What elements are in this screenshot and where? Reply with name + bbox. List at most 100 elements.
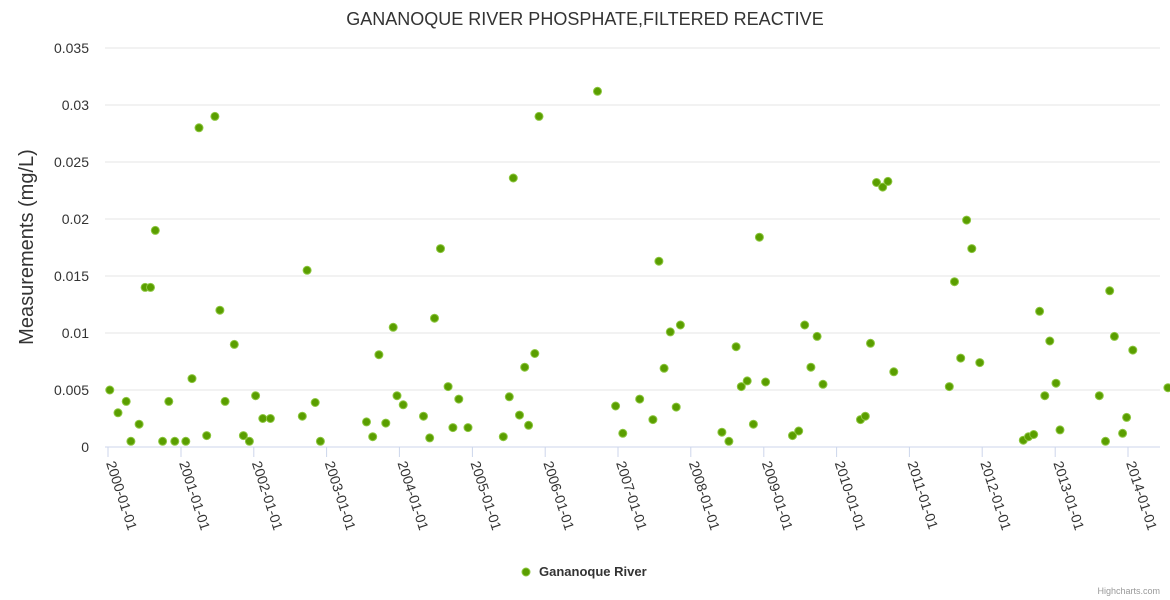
data-point[interactable] (1094, 391, 1104, 401)
data-point[interactable] (1029, 430, 1039, 439)
data-point[interactable] (315, 436, 325, 446)
data-point[interactable] (1051, 378, 1061, 388)
data-point[interactable] (498, 432, 508, 442)
data-point[interactable] (1101, 436, 1110, 446)
data-point[interactable] (754, 232, 764, 242)
data-point[interactable] (665, 327, 675, 337)
data-point[interactable] (362, 417, 371, 427)
data-point[interactable] (238, 431, 248, 441)
data-point[interactable] (761, 377, 771, 387)
credits-link[interactable]: Highcharts.com (1097, 586, 1160, 596)
data-point[interactable] (748, 419, 758, 429)
data-point[interactable] (443, 382, 453, 392)
data-point[interactable] (806, 362, 816, 372)
data-point[interactable] (611, 401, 621, 411)
data-point[interactable] (187, 374, 197, 384)
data-point[interactable] (950, 277, 959, 287)
data-point[interactable] (530, 349, 540, 358)
data-point[interactable] (818, 379, 828, 389)
data-point[interactable] (731, 342, 741, 352)
data-point[interactable] (113, 408, 123, 418)
data-point[interactable] (794, 426, 804, 436)
data-point[interactable] (164, 396, 174, 406)
data-point[interactable] (1128, 345, 1138, 355)
data-point[interactable] (251, 391, 261, 401)
data-point[interactable] (671, 402, 681, 412)
data-point[interactable] (297, 411, 307, 421)
data-point[interactable] (724, 436, 734, 446)
data-point[interactable] (508, 173, 518, 183)
data-point[interactable] (229, 339, 239, 349)
data-point[interactable] (448, 423, 458, 433)
data-point[interactable] (1109, 331, 1119, 341)
data-point[interactable] (878, 182, 888, 192)
data-point[interactable] (812, 331, 822, 341)
data-point[interactable] (975, 358, 985, 368)
data-point[interactable] (534, 111, 544, 121)
data-point[interactable] (1122, 412, 1132, 422)
data-point[interactable] (310, 398, 320, 407)
data-point[interactable] (1105, 286, 1115, 296)
data-point[interactable] (659, 363, 669, 373)
data-point[interactable] (962, 215, 972, 225)
data-point[interactable] (244, 436, 254, 446)
data-point[interactable] (654, 256, 664, 266)
data-point[interactable] (593, 86, 602, 96)
data-point[interactable] (215, 305, 225, 315)
data-point[interactable] (392, 391, 402, 401)
data-point[interactable] (944, 382, 954, 392)
data-point[interactable] (956, 353, 966, 363)
data-point[interactable] (430, 313, 439, 323)
data-point[interactable] (150, 225, 160, 235)
data-point[interactable] (258, 414, 268, 423)
data-point[interactable] (105, 385, 115, 395)
data-point[interactable] (1035, 306, 1045, 316)
data-point[interactable] (889, 367, 899, 377)
data-point[interactable] (618, 428, 628, 438)
data-point[interactable] (1055, 425, 1065, 435)
data-point[interactable] (520, 362, 530, 372)
data-point[interactable] (515, 410, 524, 420)
data-point[interactable] (504, 392, 514, 402)
data-point[interactable] (194, 123, 204, 133)
data-point[interactable] (717, 427, 727, 437)
data-point[interactable] (181, 436, 191, 446)
data-point[interactable] (158, 436, 168, 446)
data-point[interactable] (220, 396, 230, 406)
data-point[interactable] (126, 436, 136, 446)
legend[interactable]: Gananoque River (521, 564, 647, 579)
data-point[interactable] (1040, 391, 1050, 401)
data-point[interactable] (1163, 383, 1170, 393)
data-point[interactable] (736, 382, 746, 392)
legend-label[interactable]: Gananoque River (539, 564, 647, 579)
data-point[interactable] (302, 265, 312, 275)
data-point[interactable] (635, 394, 645, 404)
data-point[interactable] (388, 322, 398, 332)
data-point[interactable] (436, 244, 445, 254)
data-point[interactable] (463, 423, 473, 433)
data-point[interactable] (967, 244, 977, 254)
data-point[interactable] (883, 176, 893, 186)
data-point[interactable] (381, 418, 391, 428)
data-point[interactable] (146, 282, 155, 292)
data-point[interactable] (454, 394, 464, 404)
data-point[interactable] (1045, 336, 1055, 346)
data-point[interactable] (866, 338, 875, 348)
data-point[interactable] (524, 420, 534, 430)
data-point[interactable] (872, 178, 881, 187)
data-point[interactable] (1118, 428, 1128, 438)
data-point[interactable] (202, 431, 212, 441)
data-point[interactable] (374, 350, 384, 360)
data-point[interactable] (425, 433, 435, 443)
data-point[interactable] (265, 414, 275, 423)
data-point[interactable] (121, 396, 131, 406)
data-point[interactable] (368, 432, 378, 442)
data-point[interactable] (800, 320, 810, 330)
data-point[interactable] (860, 411, 870, 421)
data-point[interactable] (419, 411, 428, 421)
data-point[interactable] (210, 111, 220, 121)
data-point[interactable] (742, 376, 752, 386)
data-point[interactable] (134, 419, 144, 429)
data-point[interactable] (398, 400, 408, 410)
data-point[interactable] (788, 431, 797, 441)
